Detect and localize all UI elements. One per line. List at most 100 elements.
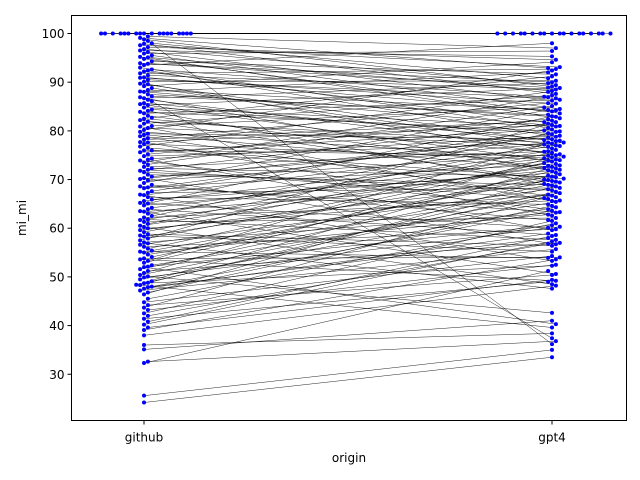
data-point-gpt4 <box>546 85 551 90</box>
pair-line <box>151 131 556 217</box>
data-point-gpt4 <box>550 203 554 208</box>
data-point-gpt4 <box>546 76 551 81</box>
data-point-gpt4 <box>550 155 554 160</box>
pair-line <box>140 129 553 153</box>
data-point-gpt4 <box>557 31 562 36</box>
data-point-github <box>138 144 143 149</box>
pair-line <box>147 99 553 149</box>
data-point-github <box>138 228 143 233</box>
pair-line <box>143 356 553 403</box>
data-point-github <box>142 234 146 239</box>
data-point-gpt4 <box>553 184 558 189</box>
data-point-github <box>142 56 146 61</box>
data-point-github <box>145 92 150 97</box>
data-point-github <box>145 45 150 50</box>
pair-line <box>151 61 556 75</box>
data-point-github <box>145 290 150 295</box>
data-point-github <box>122 31 127 36</box>
pair-line <box>143 152 553 233</box>
pair-line <box>143 333 553 346</box>
data-point-github <box>145 190 150 195</box>
pair-line <box>147 237 549 288</box>
data-point-gpt4 <box>553 221 558 226</box>
data-point-gpt4 <box>561 176 566 181</box>
pair-line <box>143 146 549 196</box>
data-point-github <box>138 238 143 243</box>
pair-line <box>143 171 553 191</box>
pair-line <box>140 83 545 141</box>
data-point-gpt4 <box>557 123 562 128</box>
data-point-github <box>142 209 146 214</box>
pair-line <box>147 279 553 328</box>
pair-line <box>143 58 560 114</box>
data-point-gpt4 <box>557 65 562 70</box>
data-point-github <box>142 219 146 224</box>
pair-line <box>147 147 564 179</box>
data-point-gpt4 <box>553 139 558 144</box>
pair-line <box>147 116 553 204</box>
data-point-github <box>134 282 139 287</box>
data-point-gpt4 <box>550 258 554 263</box>
pair-line <box>151 179 549 251</box>
data-point-github <box>142 160 146 165</box>
data-point-github <box>142 101 146 106</box>
pair-line <box>147 243 549 317</box>
data-point-gpt4 <box>546 168 551 173</box>
data-point-github <box>142 63 146 68</box>
data-point-github <box>138 184 143 189</box>
data-point-gpt4 <box>553 114 558 119</box>
data-point-github <box>149 67 154 72</box>
data-point-github <box>142 322 146 327</box>
data-point-gpt4 <box>522 31 527 36</box>
data-point-gpt4 <box>550 228 554 233</box>
data-point-gpt4 <box>600 31 605 36</box>
data-point-gpt4 <box>550 68 554 73</box>
data-point-gpt4 <box>546 197 551 202</box>
data-point-gpt4 <box>550 118 554 123</box>
data-point-gpt4 <box>553 161 558 166</box>
data-point-github <box>145 185 150 190</box>
data-point-github <box>142 393 146 398</box>
pair-line <box>143 118 545 153</box>
data-point-gpt4 <box>557 129 562 134</box>
data-point-gpt4 <box>550 88 554 93</box>
data-point-gpt4 <box>557 198 562 203</box>
data-point-gpt4 <box>589 31 593 36</box>
data-point-github <box>149 248 154 253</box>
data-point-github <box>142 230 146 235</box>
data-point-gpt4 <box>542 105 547 110</box>
data-point-github <box>142 137 146 142</box>
data-point-gpt4 <box>546 70 551 75</box>
data-point-github <box>145 303 150 308</box>
data-point-gpt4 <box>550 137 554 142</box>
data-point-github <box>142 193 146 198</box>
data-point-gpt4 <box>557 191 562 196</box>
pair-line <box>140 195 553 276</box>
pair-line <box>147 40 553 345</box>
pair-line <box>151 87 556 146</box>
data-point-gpt4 <box>553 205 558 210</box>
data-point-gpt4 <box>557 224 562 229</box>
data-point-gpt4 <box>546 95 551 100</box>
y-tick-label: 80 <box>49 124 64 138</box>
pair-line <box>143 349 553 396</box>
data-point-github <box>149 189 154 194</box>
data-point-gpt4 <box>546 107 551 112</box>
data-point-github <box>138 65 143 70</box>
data-point-github <box>149 166 154 171</box>
data-point-github <box>138 31 143 36</box>
data-point-gpt4 <box>550 331 554 336</box>
data-point-github <box>145 236 150 241</box>
data-point-gpt4 <box>546 131 551 136</box>
pair-line <box>147 102 549 139</box>
data-point-gpt4 <box>550 60 554 65</box>
data-point-gpt4 <box>550 342 554 347</box>
pair-line <box>143 43 556 95</box>
data-point-github <box>149 263 154 268</box>
pair-line <box>147 121 549 143</box>
data-point-gpt4 <box>553 46 558 51</box>
data-point-github <box>138 257 143 262</box>
data-point-github <box>145 119 150 124</box>
data-point-gpt4 <box>542 181 547 186</box>
data-point-gpt4 <box>550 127 554 132</box>
